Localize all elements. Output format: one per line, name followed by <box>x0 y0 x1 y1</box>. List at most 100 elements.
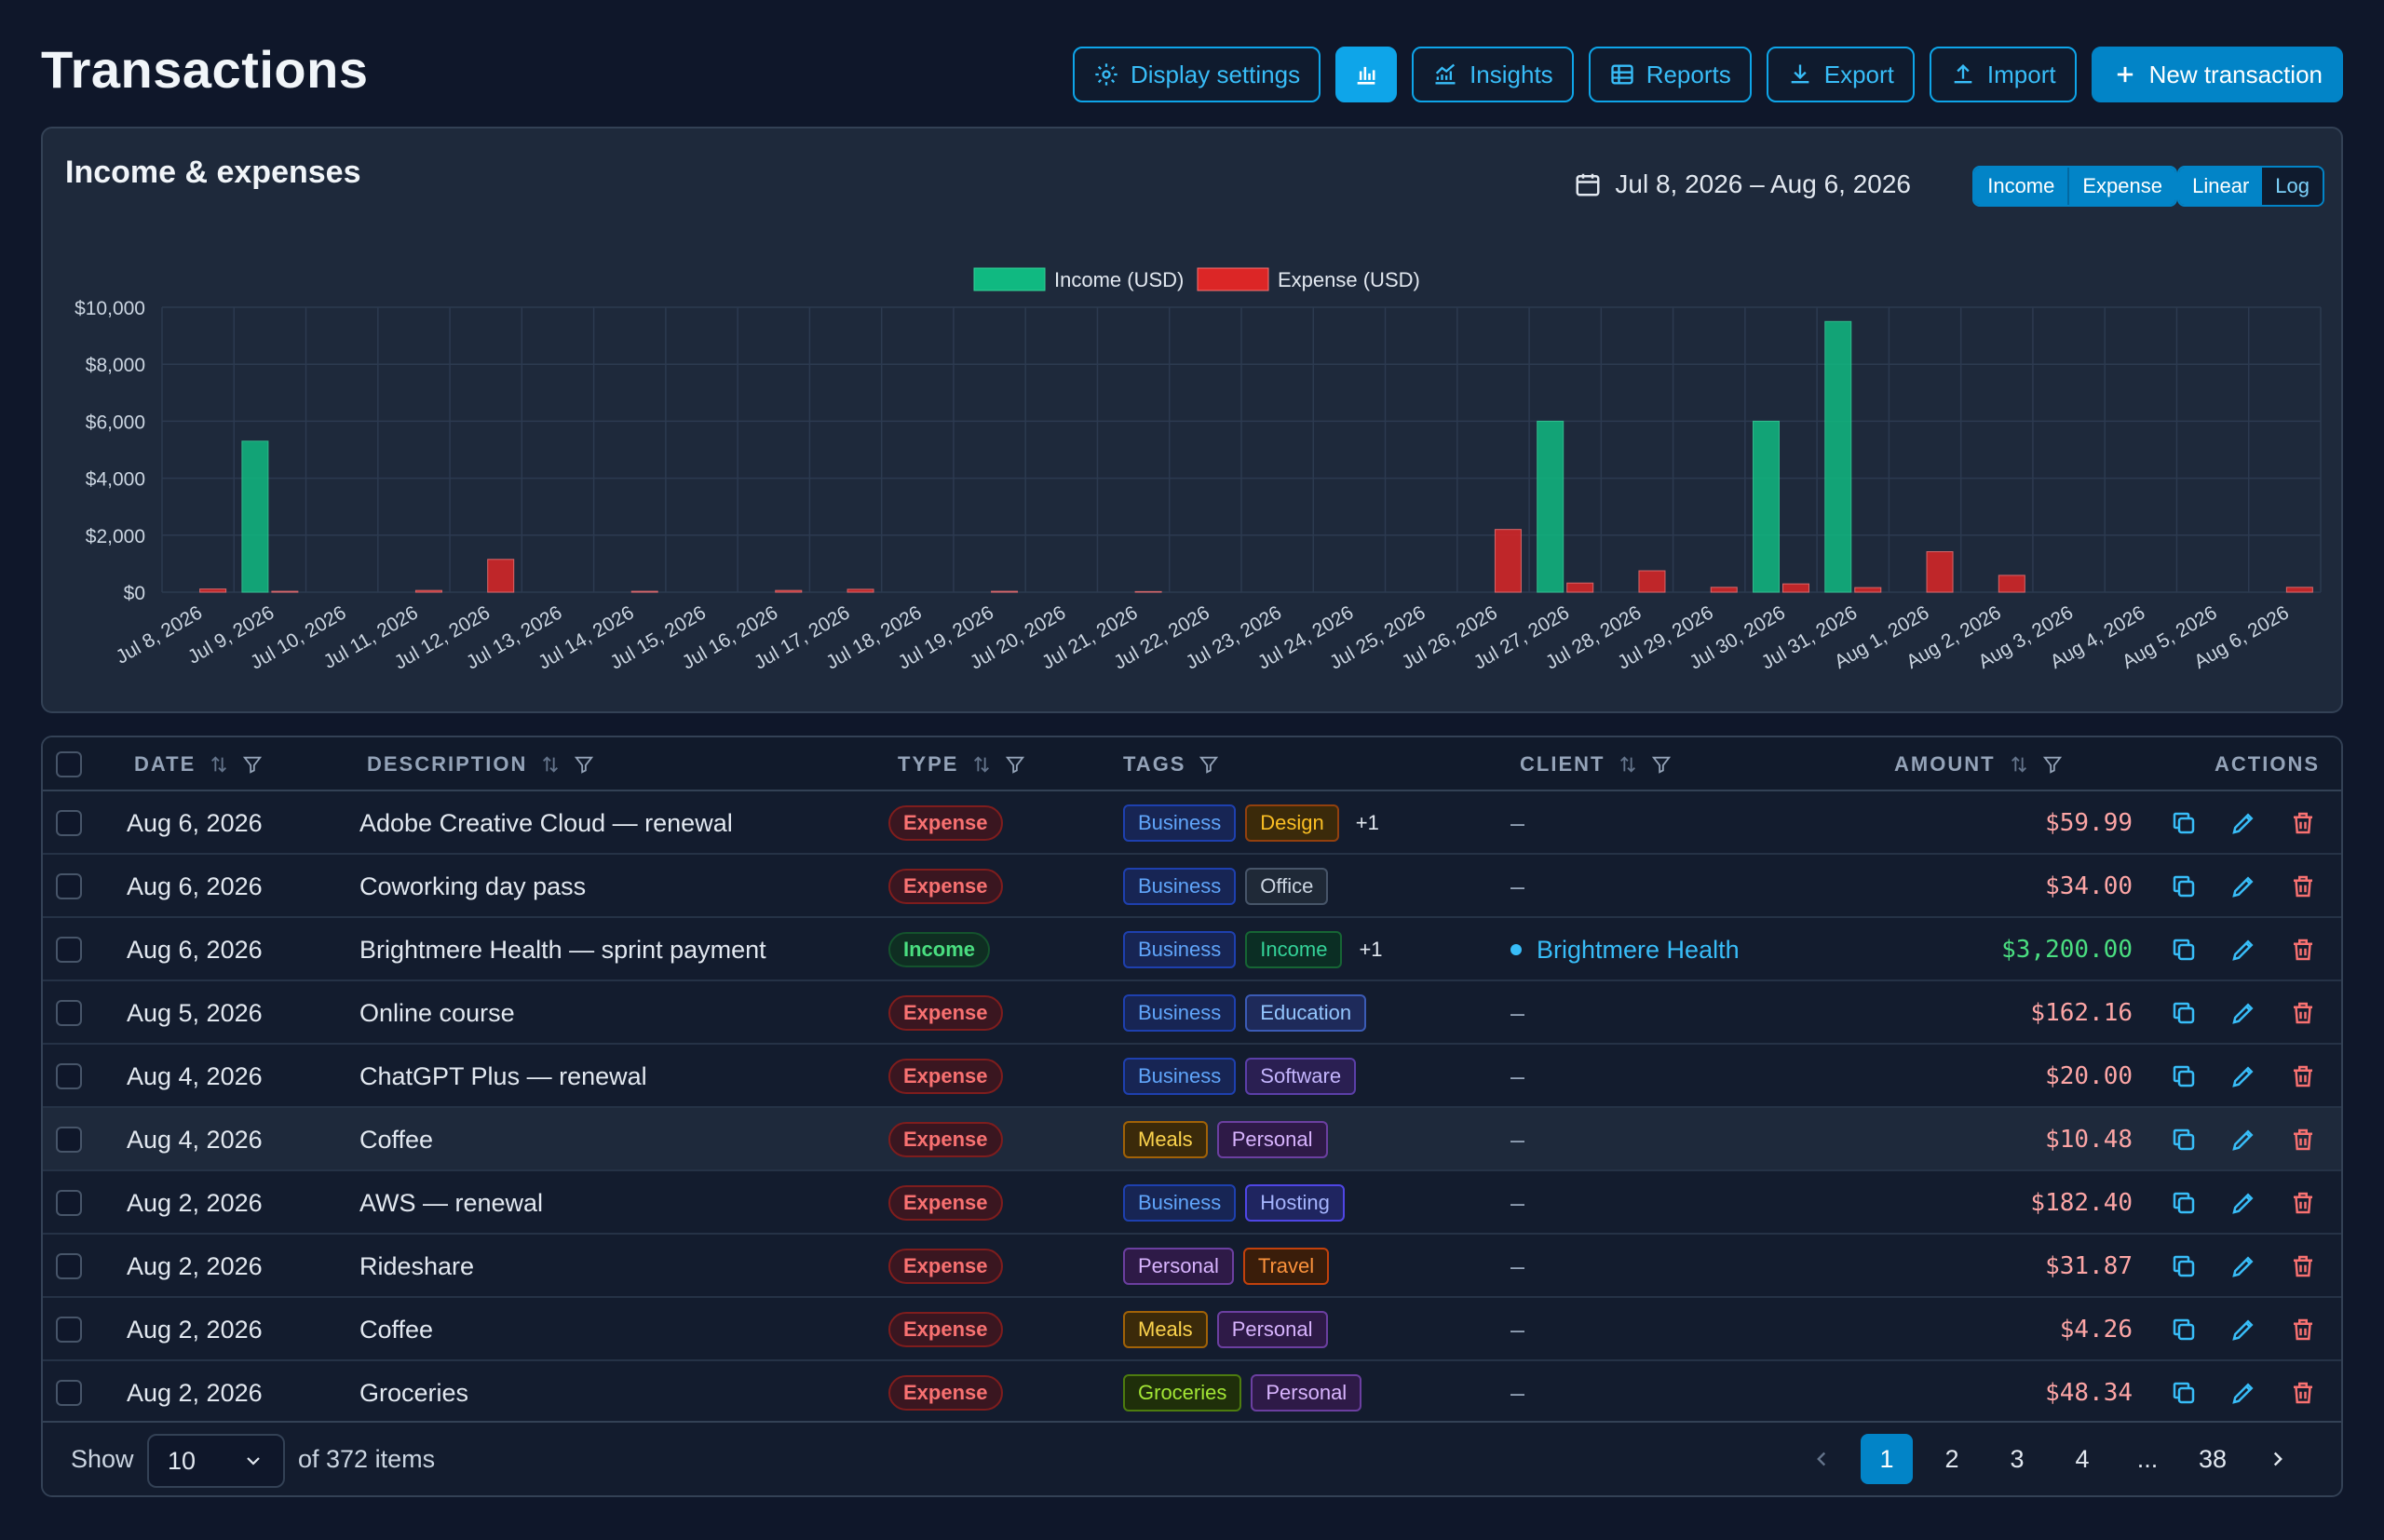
copy-icon[interactable] <box>2170 809 2198 837</box>
tag-chip[interactable]: Business <box>1123 994 1237 1032</box>
more-tags-count[interactable]: +1 <box>1359 938 1383 961</box>
new-transaction-button[interactable]: New transaction <box>2091 47 2343 102</box>
header-date[interactable]: DATE <box>134 737 263 791</box>
tag-chip[interactable]: Meals <box>1123 1311 1208 1348</box>
table-row[interactable]: Aug 2, 2026 Rideshare Expense Personal Tr… <box>43 1235 2341 1298</box>
chart-toggle-button[interactable] <box>1335 47 1398 102</box>
tag-chip[interactable]: Software <box>1245 1058 1357 1095</box>
page-button[interactable]: 1 <box>1861 1434 1913 1484</box>
filter-icon[interactable] <box>1005 754 1025 775</box>
filter-icon[interactable] <box>2042 754 2063 775</box>
page-button[interactable]: 2 <box>1944 1444 1959 1473</box>
pencil-icon[interactable] <box>2229 936 2257 964</box>
copy-icon[interactable] <box>2170 1189 2198 1217</box>
filter-icon[interactable] <box>1199 754 1219 775</box>
sort-icon[interactable] <box>1618 754 1638 775</box>
scale-toggle-log[interactable]: Log <box>2262 168 2323 205</box>
next-page-button[interactable] <box>2252 1434 2304 1484</box>
kind-toggle-expense[interactable]: Expense <box>2067 168 2175 205</box>
trash-icon[interactable] <box>2289 872 2317 900</box>
row-checkbox[interactable] <box>56 810 82 836</box>
filter-icon[interactable] <box>1651 754 1672 775</box>
more-tags-count[interactable]: +1 <box>1355 811 1379 834</box>
page-button[interactable]: 38 <box>2198 1444 2228 1473</box>
tag-chip[interactable]: Business <box>1123 868 1237 905</box>
tag-chip[interactable]: Groceries <box>1123 1374 1242 1412</box>
pencil-icon[interactable] <box>2229 1252 2257 1280</box>
client-link[interactable]: Brightmere Health <box>1510 936 1740 965</box>
trash-icon[interactable] <box>2289 1316 2317 1344</box>
table-row[interactable]: Aug 2, 2026 AWS — renewal Expense Busine… <box>43 1171 2341 1235</box>
header-description[interactable]: DESCRIPTION <box>367 737 594 791</box>
row-checkbox[interactable] <box>56 1000 82 1026</box>
row-checkbox[interactable] <box>56 1127 82 1153</box>
prev-page-button[interactable] <box>1795 1434 1848 1484</box>
header-amount[interactable]: AMOUNT <box>1894 737 2063 791</box>
import-button[interactable]: Import <box>1929 47 2077 102</box>
insights-button[interactable]: Insights <box>1412 47 1574 102</box>
filter-icon[interactable] <box>574 754 594 775</box>
scale-toggle-linear[interactable]: Linear <box>2179 168 2263 205</box>
tag-chip[interactable]: Design <box>1245 804 1339 842</box>
select-all-checkbox[interactable] <box>56 751 82 777</box>
page-size-select[interactable]: 10 <box>147 1434 285 1488</box>
pencil-icon[interactable] <box>2229 872 2257 900</box>
copy-icon[interactable] <box>2170 1062 2198 1090</box>
copy-icon[interactable] <box>2170 999 2198 1027</box>
copy-icon[interactable] <box>2170 1126 2198 1154</box>
tag-chip[interactable]: Hosting <box>1245 1184 1345 1222</box>
trash-icon[interactable] <box>2289 1252 2317 1280</box>
pencil-icon[interactable] <box>2229 1062 2257 1090</box>
row-checkbox[interactable] <box>56 1253 82 1279</box>
table-row[interactable]: Aug 5, 2026 Online course Expense Busine… <box>43 981 2341 1045</box>
sort-icon[interactable] <box>209 754 229 775</box>
page-button[interactable]: 3 <box>2010 1444 2025 1473</box>
kind-toggle-income[interactable]: Income <box>1974 168 2068 205</box>
date-range-picker[interactable]: Jul 8, 2026 – Aug 6, 2026 <box>1574 169 1911 199</box>
header-tags[interactable]: TAGS <box>1123 737 1219 791</box>
trash-icon[interactable] <box>2289 1189 2317 1217</box>
export-button[interactable]: Export <box>1766 47 1915 102</box>
tag-chip[interactable]: Personal <box>1216 1311 1328 1348</box>
trash-icon[interactable] <box>2289 1126 2317 1154</box>
trash-icon[interactable] <box>2289 936 2317 964</box>
copy-icon[interactable] <box>2170 1379 2198 1407</box>
tag-chip[interactable]: Travel <box>1242 1248 1330 1285</box>
tag-chip[interactable]: Business <box>1123 804 1237 842</box>
page-button[interactable]: 4 <box>2075 1444 2090 1473</box>
table-row[interactable]: Aug 2, 2026 Coffee Expense Meals Personal… <box>43 1298 2341 1361</box>
row-checkbox[interactable] <box>56 1317 82 1343</box>
table-row[interactable]: Aug 6, 2026 Coworking day pass Expense B… <box>43 855 2341 918</box>
row-checkbox[interactable] <box>56 1063 82 1089</box>
pencil-icon[interactable] <box>2229 999 2257 1027</box>
pencil-icon[interactable] <box>2229 1189 2257 1217</box>
table-row[interactable]: Aug 2, 2026 Groceries Expense Groceries P… <box>43 1361 2341 1425</box>
pencil-icon[interactable] <box>2229 809 2257 837</box>
row-checkbox[interactable] <box>56 873 82 899</box>
sort-icon[interactable] <box>2009 754 2029 775</box>
pencil-icon[interactable] <box>2229 1126 2257 1154</box>
reports-button[interactable]: Reports <box>1588 47 1752 102</box>
tag-chip[interactable]: Income <box>1245 931 1343 968</box>
copy-icon[interactable] <box>2170 872 2198 900</box>
sort-icon[interactable] <box>971 754 992 775</box>
tag-chip[interactable]: Business <box>1123 931 1237 968</box>
row-checkbox[interactable] <box>56 1190 82 1216</box>
trash-icon[interactable] <box>2289 999 2317 1027</box>
display-settings-button[interactable]: Display settings <box>1073 47 1321 102</box>
tag-chip[interactable]: Personal <box>1216 1121 1328 1158</box>
trash-icon[interactable] <box>2289 809 2317 837</box>
copy-icon[interactable] <box>2170 1316 2198 1344</box>
pencil-icon[interactable] <box>2229 1316 2257 1344</box>
row-checkbox[interactable] <box>56 937 82 963</box>
tag-chip[interactable]: Meals <box>1123 1121 1208 1158</box>
row-checkbox[interactable] <box>56 1380 82 1406</box>
copy-icon[interactable] <box>2170 1252 2198 1280</box>
table-row[interactable]: Aug 4, 2026 Coffee Expense Meals Personal… <box>43 1108 2341 1171</box>
copy-icon[interactable] <box>2170 936 2198 964</box>
tag-chip[interactable]: Personal <box>1251 1374 1362 1412</box>
tag-chip[interactable]: Education <box>1245 994 1367 1032</box>
table-row[interactable]: Aug 4, 2026 ChatGPT Plus — renewal Expen… <box>43 1045 2341 1108</box>
sort-icon[interactable] <box>540 754 561 775</box>
table-row[interactable]: Aug 6, 2026 Adobe Creative Cloud — renew… <box>43 791 2341 855</box>
